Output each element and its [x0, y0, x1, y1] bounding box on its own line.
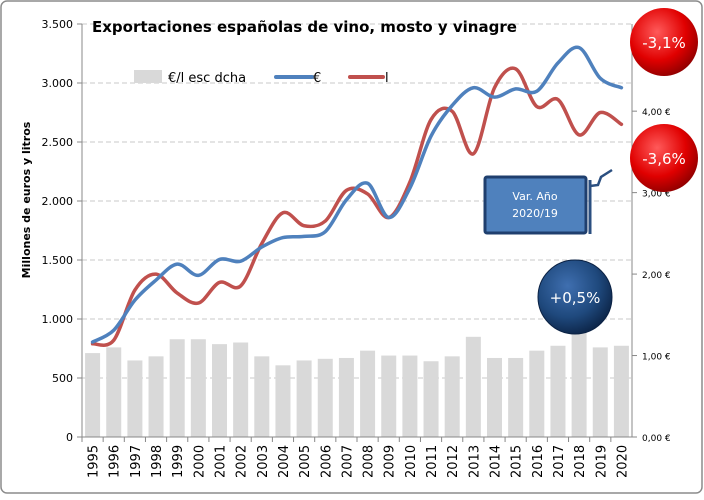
variation-box-line2: 2020/19	[512, 207, 558, 220]
right-tick-label: 4,00 €	[642, 108, 671, 118]
x-tick-label: 2013	[467, 445, 482, 478]
x-tick-label: 2003	[256, 445, 271, 478]
bar-eur-per-litre	[106, 347, 122, 437]
bar-eur-per-litre	[148, 356, 164, 437]
left-tick-label: 0	[66, 431, 73, 444]
legend-label-litres: l	[385, 71, 389, 86]
x-tick-label: 1998	[150, 445, 165, 478]
bar-eur-per-litre	[402, 355, 418, 437]
x-tick-label: 2006	[319, 445, 334, 478]
legend: €/l esc dcha € l	[134, 70, 389, 86]
bar-eur-per-litre	[550, 345, 566, 437]
bar-eur-per-litre	[465, 336, 481, 437]
bar-eur-per-litre	[381, 355, 397, 437]
bar-eur-per-litre	[254, 356, 270, 437]
x-tick-label: 2010	[404, 445, 419, 478]
svg-text:-3,1%: -3,1%	[642, 34, 686, 52]
legend-label-eur: €	[313, 71, 321, 86]
x-tick-label: 2018	[573, 445, 588, 478]
x-tick-label: 2001	[214, 445, 229, 478]
badge-litres: -3,6%	[630, 124, 698, 192]
bar-eur-per-litre	[296, 360, 312, 437]
x-tick-label: 2011	[425, 445, 440, 478]
variation-box: Var. Año 2020/19	[483, 168, 613, 235]
bar-eur-per-litre	[529, 350, 545, 437]
bar-eur-per-litre	[127, 360, 143, 437]
bar-eur-per-litre	[85, 353, 101, 437]
connector-line	[589, 168, 613, 188]
x-tick-label: 2008	[362, 445, 377, 478]
x-tick-label: 1995	[87, 445, 102, 478]
x-tick-label: 1999	[171, 445, 186, 478]
y-axis-label: Millones de euros y litros	[20, 121, 33, 278]
bar-eur-per-litre	[423, 361, 439, 437]
bar-eur-per-litre	[444, 356, 460, 437]
bar-eur-per-litre	[592, 347, 608, 437]
x-tick-label: 2004	[277, 445, 292, 478]
svg-text:-3,6%: -3,6%	[642, 150, 686, 168]
x-tick-label: 2015	[510, 445, 525, 478]
right-tick-label: 2,00 €	[642, 271, 671, 281]
x-tick-label: 2014	[489, 445, 504, 478]
x-tick-label: 2019	[594, 445, 609, 478]
bar-eur-per-litre	[317, 358, 333, 437]
x-tick-label: 2016	[531, 445, 546, 478]
right-tick-label: 3,00 €	[642, 190, 671, 200]
right-tick-label: 1,00 €	[642, 353, 671, 363]
x-tick-label: 2012	[446, 445, 461, 478]
x-tick-label: 2017	[552, 445, 567, 478]
x-tick-label: 1996	[108, 445, 123, 478]
left-tick-label: 2.500	[42, 136, 74, 149]
left-tick-label: 3.000	[42, 77, 74, 90]
right-tick-label: 0,00 €	[642, 434, 671, 444]
bar-eur-per-litre	[169, 339, 185, 437]
bar-eur-per-litre	[508, 357, 524, 437]
x-tick-label: 2020	[615, 445, 630, 478]
bar-eur-per-litre	[233, 342, 249, 437]
bar-eur-per-litre	[613, 345, 629, 437]
svg-text:+0,5%: +0,5%	[550, 289, 601, 307]
bar-eur-per-litre	[360, 350, 376, 437]
bar-eur-per-litre	[338, 357, 354, 437]
bar-eur-per-litre	[571, 331, 587, 437]
x-tick-label: 2009	[383, 445, 398, 478]
x-tick-label: 2007	[340, 445, 355, 478]
left-tick-label: 3.500	[42, 18, 74, 31]
line-litres	[90, 66, 624, 347]
variation-box-line1: Var. Año	[512, 190, 557, 203]
x-tick-label: 1997	[129, 445, 144, 478]
chart-title: Exportaciones españolas de vino, mosto y…	[92, 18, 517, 36]
left-tick-label: 2.000	[42, 195, 74, 208]
bar-eur-per-litre	[212, 344, 227, 437]
bar-eur-per-litre	[275, 365, 291, 437]
bar-eur-per-litre	[487, 357, 502, 437]
left-tick-label: 1.000	[42, 313, 74, 326]
badge-eur-per-litre: -3,1%	[630, 8, 698, 76]
legend-swatch-bar	[134, 70, 162, 83]
x-tick-label: 2000	[192, 445, 207, 478]
legend-label-eur-per-litre: €/l esc dcha	[168, 71, 246, 86]
badge-eur: +0,5%	[537, 259, 613, 335]
line-eur	[90, 45, 624, 344]
left-tick-label: 1.500	[42, 254, 74, 267]
bar-eur-per-litre	[190, 339, 206, 437]
x-tick-label: 2002	[235, 445, 250, 478]
x-tick-label: 2005	[298, 445, 313, 478]
left-tick-label: 500	[52, 372, 73, 385]
